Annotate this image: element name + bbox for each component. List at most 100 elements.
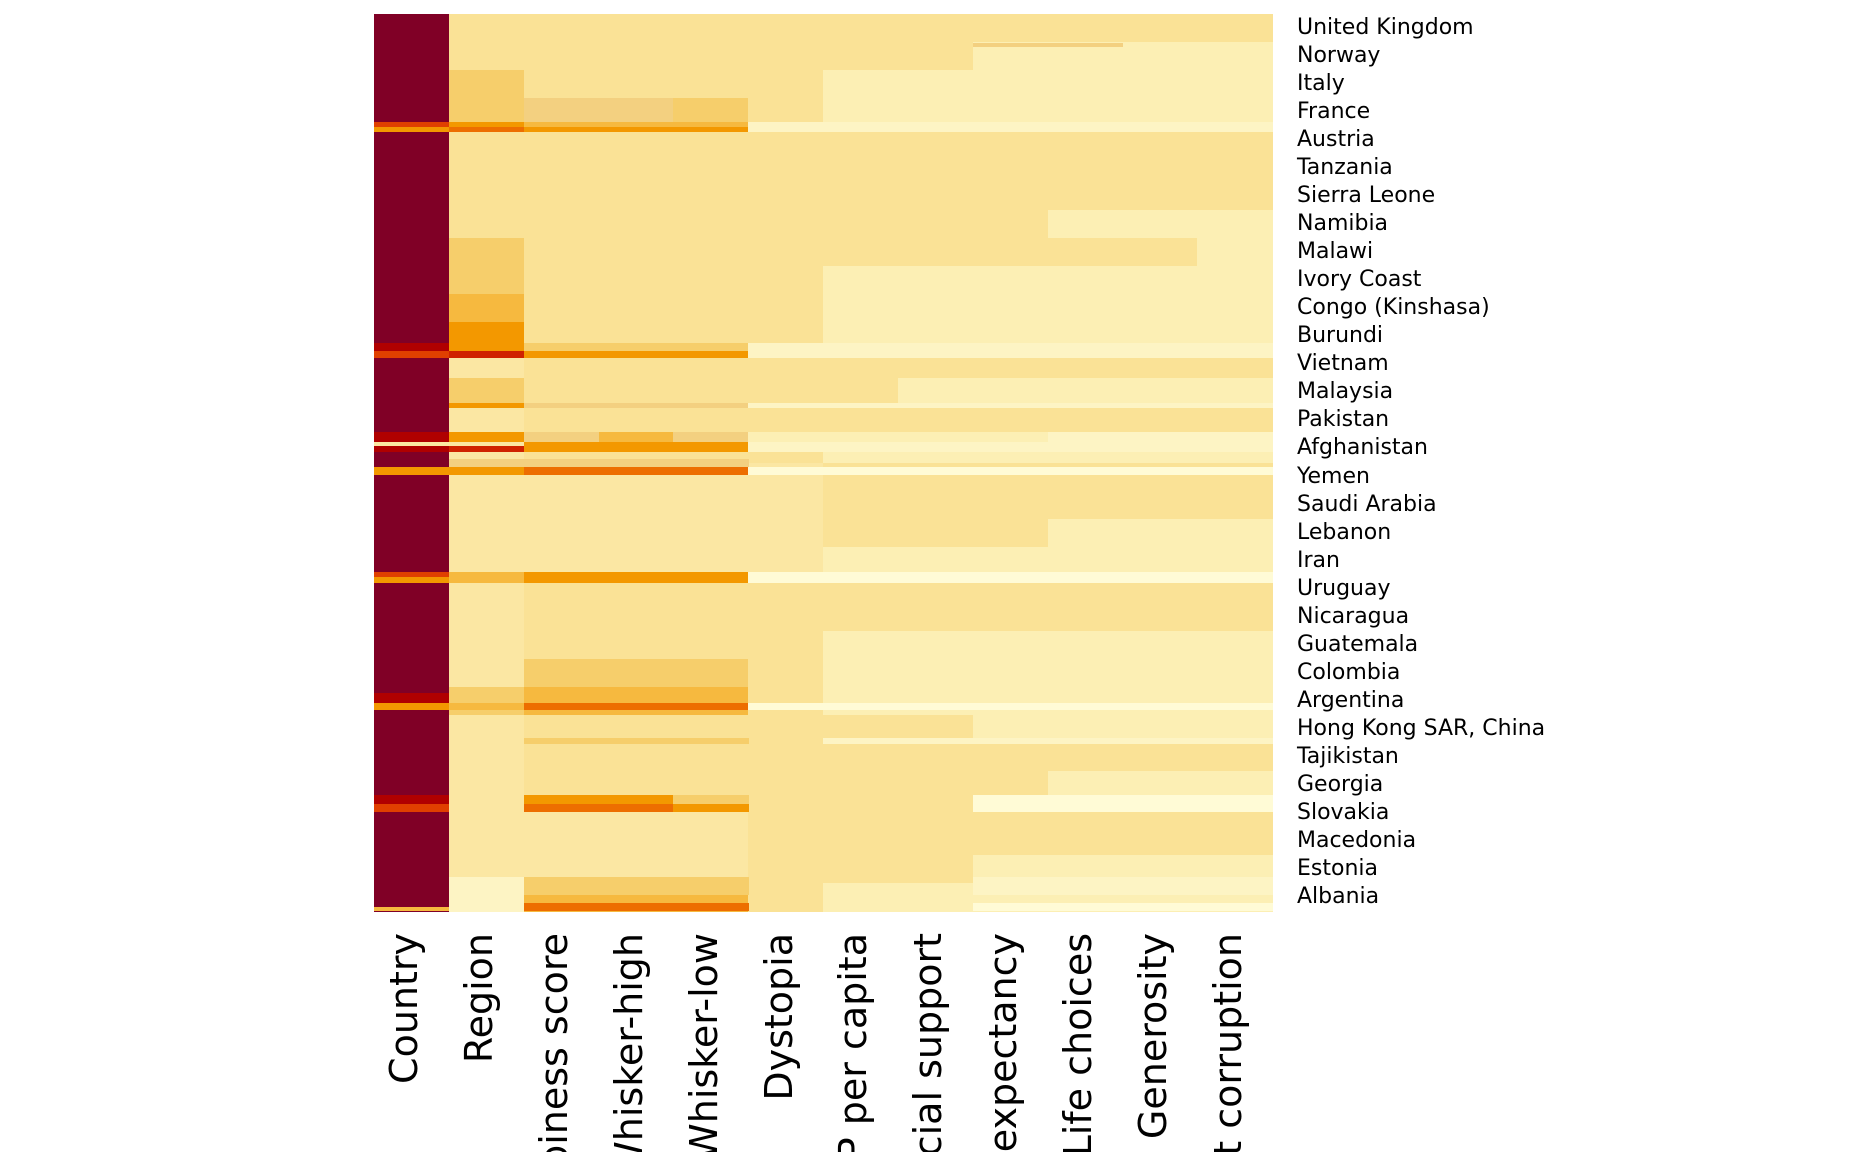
heatmap-cell bbox=[374, 658, 450, 688]
heatmap-cell bbox=[748, 714, 824, 744]
col-label: Life expectancy bbox=[981, 933, 1026, 1152]
heatmap-cell bbox=[374, 154, 450, 183]
heatmap-cell bbox=[897, 238, 974, 267]
heatmap-cell bbox=[1047, 826, 1123, 856]
heatmap-strip bbox=[523, 351, 749, 358]
heatmap-cell bbox=[823, 742, 899, 772]
col-label: Whisker-low bbox=[681, 933, 726, 1152]
heatmap-cell bbox=[1197, 406, 1273, 436]
heatmap-cell bbox=[897, 686, 974, 716]
heatmap-strip bbox=[523, 804, 674, 812]
col-label: Dystopia bbox=[756, 933, 801, 1101]
heatmap-cell bbox=[1047, 742, 1123, 772]
heatmap-cell bbox=[673, 238, 749, 267]
col-label: Whisker-high bbox=[606, 933, 651, 1152]
heatmap-cell bbox=[823, 770, 899, 800]
heatmap-cell bbox=[523, 98, 600, 127]
heatmap-cell bbox=[1197, 294, 1273, 323]
heatmap-strip bbox=[448, 903, 525, 911]
heatmap-cell bbox=[448, 770, 525, 800]
heatmap-cell bbox=[1197, 602, 1273, 632]
row-label: Pakistan bbox=[1297, 407, 1390, 433]
row-label: Malawi bbox=[1297, 239, 1374, 265]
heatmap-cell bbox=[1047, 490, 1123, 520]
heatmap-cell bbox=[448, 378, 525, 408]
heatmap-cell bbox=[972, 826, 1049, 856]
heatmap-cell bbox=[972, 406, 1049, 436]
heatmap-cell bbox=[1122, 238, 1198, 267]
heatmap-strip bbox=[748, 703, 1273, 710]
heatmap-cell bbox=[897, 266, 974, 295]
heatmap-cell bbox=[1122, 14, 1198, 43]
heatmap-cell bbox=[1122, 294, 1198, 323]
heatmap-cell bbox=[1197, 546, 1273, 576]
heatmap-cell bbox=[598, 742, 674, 772]
heatmap-cell bbox=[823, 854, 899, 884]
heatmap-strip bbox=[374, 693, 450, 703]
heatmap-cell bbox=[448, 154, 525, 183]
heatmap-cell bbox=[972, 210, 1049, 239]
heatmap-strip bbox=[374, 442, 525, 446]
heatmap-cell bbox=[1047, 546, 1123, 576]
heatmap-cell bbox=[1047, 14, 1123, 43]
heatmap-strip bbox=[748, 467, 1273, 475]
heatmap-cell bbox=[523, 770, 600, 800]
row-label: Namibia bbox=[1297, 211, 1389, 237]
heatmap-cell bbox=[748, 266, 824, 295]
heatmap-cell bbox=[374, 770, 450, 800]
heatmap-cell bbox=[598, 406, 674, 436]
heatmap-cell bbox=[598, 42, 674, 71]
heatmap-cell bbox=[448, 518, 525, 548]
row-label: Nicaragua bbox=[1297, 603, 1410, 629]
heatmap-cell bbox=[374, 210, 450, 239]
heatmap-cell bbox=[598, 686, 674, 716]
heatmap-cell bbox=[374, 14, 450, 43]
heatmap-cell bbox=[673, 70, 749, 99]
row-label: Norway bbox=[1297, 43, 1381, 69]
heatmap-cell bbox=[374, 602, 450, 632]
heatmap-cell bbox=[448, 42, 525, 71]
heatmap-cell bbox=[448, 266, 525, 295]
heatmap-strip bbox=[448, 343, 525, 351]
heatmap-strip bbox=[523, 127, 749, 132]
heatmap-strip bbox=[748, 577, 1273, 583]
heatmap-cell bbox=[823, 546, 899, 576]
heatmap-cell bbox=[374, 490, 450, 520]
heatmap-strip bbox=[374, 907, 450, 911]
heatmap-strip bbox=[374, 795, 450, 804]
heatmap-strip bbox=[748, 351, 1273, 358]
heatmap-cell bbox=[598, 70, 674, 99]
heatmap-strip bbox=[448, 703, 525, 710]
heatmap-cell bbox=[1122, 602, 1198, 632]
heatmap-cell bbox=[1047, 70, 1123, 99]
heatmap-strip bbox=[448, 572, 525, 577]
heatmap-cell bbox=[972, 238, 1049, 267]
heatmap-cell bbox=[1122, 518, 1198, 548]
heatmap-cell bbox=[673, 686, 749, 716]
heatmap-strip bbox=[523, 572, 749, 577]
heatmap-strip bbox=[523, 343, 749, 351]
row-label: Tajikistan bbox=[1297, 743, 1399, 769]
heatmap-cell bbox=[823, 70, 899, 99]
heatmap-cell bbox=[448, 742, 525, 772]
heatmap-cell bbox=[374, 406, 450, 436]
heatmap-cell bbox=[897, 378, 974, 408]
heatmap-cell bbox=[448, 294, 525, 323]
heatmap-cell bbox=[598, 182, 674, 211]
heatmap-cell bbox=[448, 686, 525, 716]
heatmap-cell bbox=[673, 658, 749, 688]
heatmap-cell bbox=[598, 14, 674, 43]
heatmap-strip bbox=[972, 795, 1273, 804]
col-label: Country bbox=[382, 933, 427, 1084]
heatmap-cell bbox=[1197, 742, 1273, 772]
heatmap-cell bbox=[1197, 518, 1273, 548]
heatmap-cell bbox=[972, 14, 1049, 43]
heatmap-cell bbox=[1047, 98, 1123, 127]
heatmap-cell bbox=[374, 42, 450, 71]
row-label: Estonia bbox=[1297, 855, 1378, 881]
heatmap-cell bbox=[598, 378, 674, 408]
row-label: Saudi Arabia bbox=[1297, 491, 1437, 517]
heatmap-strip bbox=[374, 446, 450, 452]
heatmap-cell bbox=[897, 406, 974, 436]
